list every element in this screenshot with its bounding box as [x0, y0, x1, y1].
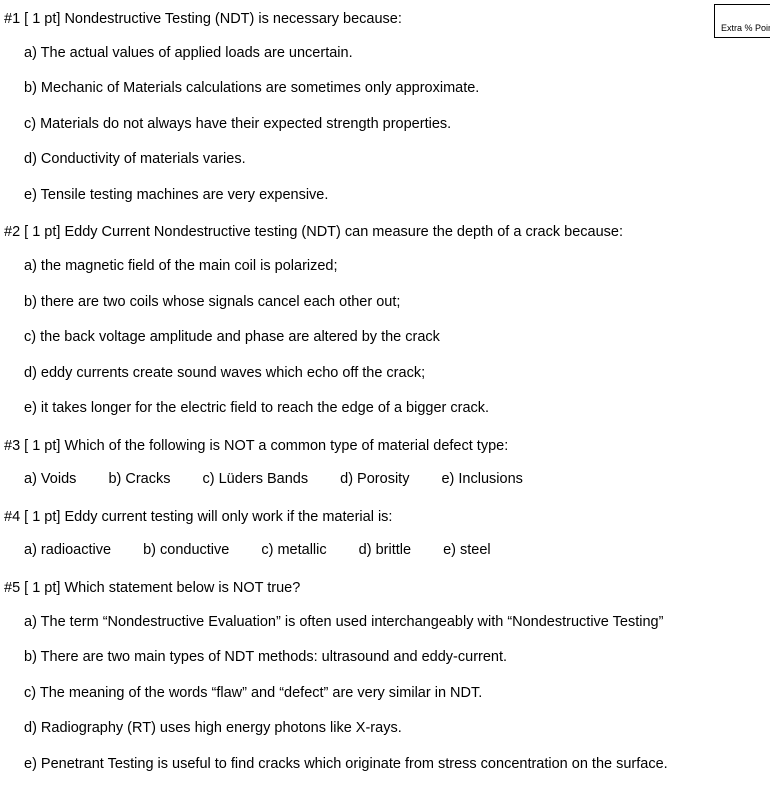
question-3: #3 [ 1 pt] Which of the following is NOT…	[4, 437, 770, 490]
option-a: a) Voids	[24, 470, 76, 490]
option-d: d) Radiography (RT) uses high energy pho…	[24, 719, 770, 739]
quiz-page: Extra % Points #1 [ 1 pt] Nondestructive…	[0, 0, 770, 812]
extra-points-box: Extra % Points	[714, 4, 770, 38]
option-c: c) metallic	[261, 541, 326, 561]
option-c: c) Materials do not always have their ex…	[24, 115, 770, 135]
option-list: a) Voids b) Cracks c) Lüders Bands d) Po…	[4, 470, 770, 490]
option-list: a) The term “Nondestructive Evaluation” …	[4, 613, 770, 775]
option-e: e) Tensile testing machines are very exp…	[24, 186, 770, 206]
option-b: b) conductive	[143, 541, 229, 561]
option-e: e) Inclusions	[441, 470, 522, 490]
option-a: a) The term “Nondestructive Evaluation” …	[24, 613, 770, 633]
option-c: c) Lüders Bands	[203, 470, 309, 490]
question-1: #1 [ 1 pt] Nondestructive Testing (NDT) …	[4, 10, 770, 205]
question-stem: #3 [ 1 pt] Which of the following is NOT…	[4, 437, 770, 457]
option-b: b) there are two coils whose signals can…	[24, 293, 770, 313]
option-b: b) There are two main types of NDT metho…	[24, 648, 770, 668]
option-list: a) the magnetic field of the main coil i…	[4, 257, 770, 419]
option-a: a) The actual values of applied loads ar…	[24, 44, 770, 64]
option-e: e) Penetrant Testing is useful to find c…	[24, 755, 770, 775]
option-d: d) brittle	[359, 541, 411, 561]
option-e: e) it takes longer for the electric fiel…	[24, 399, 770, 419]
question-4: #4 [ 1 pt] Eddy current testing will onl…	[4, 508, 770, 561]
option-list: a) The actual values of applied loads ar…	[4, 44, 770, 206]
option-c: c) the back voltage amplitude and phase …	[24, 328, 770, 348]
question-2: #2 [ 1 pt] Eddy Current Nondestructive t…	[4, 223, 770, 418]
option-a: a) the magnetic field of the main coil i…	[24, 257, 770, 277]
question-stem: #5 [ 1 pt] Which statement below is NOT …	[4, 579, 770, 599]
extra-points-label: Extra % Points	[721, 23, 770, 33]
question-5: #5 [ 1 pt] Which statement below is NOT …	[4, 579, 770, 774]
option-c: c) The meaning of the words “flaw” and “…	[24, 684, 770, 704]
option-d: d) Porosity	[340, 470, 409, 490]
option-e: e) steel	[443, 541, 491, 561]
option-b: b) Cracks	[108, 470, 170, 490]
question-stem: #1 [ 1 pt] Nondestructive Testing (NDT) …	[4, 10, 770, 30]
option-d: d) Conductivity of materials varies.	[24, 150, 770, 170]
option-list: a) radioactive b) conductive c) metallic…	[4, 541, 770, 561]
option-b: b) Mechanic of Materials calculations ar…	[24, 79, 770, 99]
option-a: a) radioactive	[24, 541, 111, 561]
question-stem: #2 [ 1 pt] Eddy Current Nondestructive t…	[4, 223, 770, 243]
question-stem: #4 [ 1 pt] Eddy current testing will onl…	[4, 508, 770, 528]
option-d: d) eddy currents create sound waves whic…	[24, 364, 770, 384]
